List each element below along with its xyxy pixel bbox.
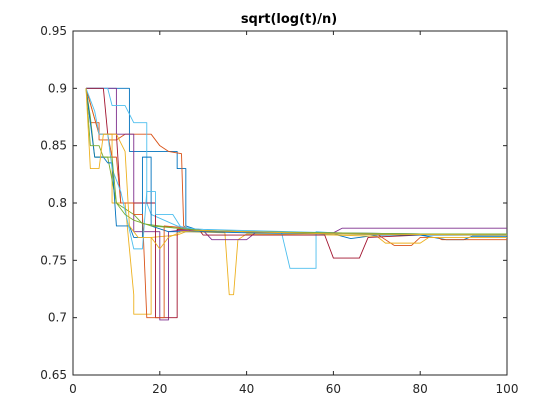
y-tick-label: 0.65 [40,368,67,382]
y-tick-label: 0.7 [48,311,67,325]
plot-area: 0 20 40 60 80 100 0.65 0.7 0.75 0.8 0.85 0.9 0.95 [40,24,518,396]
y-tick-label: 0.8 [48,196,67,210]
series-line-6 [86,87,507,269]
series-line-11 [85,88,507,235]
x-tick-label: 20 [152,382,167,396]
series-line-8 [85,88,507,238]
y-tick-label: 0.95 [40,24,67,38]
x-tick-label: 80 [413,382,428,396]
y-tick-label: 0.75 [40,253,67,267]
x-tick-label: 40 [239,382,254,396]
series-line-4 [86,87,507,321]
x-tick-label: 60 [326,382,341,396]
series-line-2 [85,88,507,246]
x-tick-label: 0 [69,382,77,396]
series-group [85,87,507,321]
series-line-12 [85,88,507,250]
y-tick-label: 0.9 [48,81,67,95]
x-tick-label: 100 [496,382,519,396]
y-tick-label: 0.85 [40,139,67,153]
chart-title: sqrt(log(t)/n) [241,12,337,27]
